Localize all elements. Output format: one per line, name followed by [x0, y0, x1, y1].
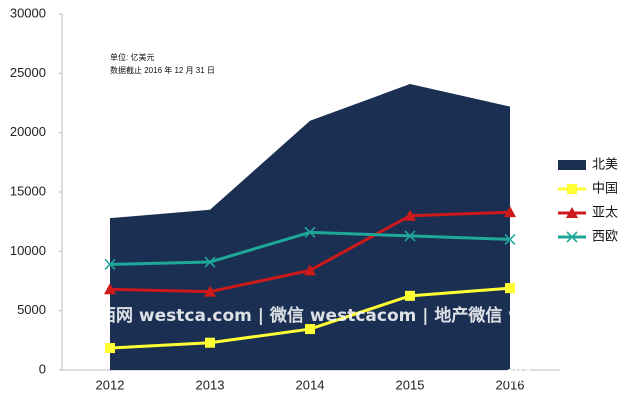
marker	[104, 283, 116, 295]
marker	[504, 206, 516, 218]
marker	[567, 184, 577, 194]
marker	[504, 233, 516, 246]
watermark: 加西网 westca.com | 微信 westcacom | 地产微信 wes…	[81, 305, 632, 326]
y-tick-label: 30000	[10, 5, 46, 20]
x-tick-label: 2012	[96, 377, 125, 392]
legend-label: 北美	[592, 158, 618, 173]
marker	[505, 283, 515, 294]
marker	[566, 207, 578, 218]
marker	[566, 231, 578, 243]
legend-swatch	[558, 160, 586, 170]
annotation: 单位: 亿美元	[110, 52, 154, 62]
x-tick-label: 2013	[196, 377, 225, 392]
annotation: 数据截止 2016 年 12 月 31 日	[110, 65, 215, 75]
marker	[304, 264, 316, 276]
marker	[204, 285, 216, 297]
x-tick-label: 2014	[296, 377, 325, 392]
marker	[404, 209, 416, 221]
y-tick-label: 25000	[10, 65, 46, 80]
marker	[104, 258, 116, 270]
marker	[305, 324, 315, 335]
y-tick-label: 5000	[17, 302, 46, 317]
marker	[405, 290, 415, 301]
marker	[205, 337, 215, 348]
marker	[404, 230, 416, 242]
legend-label: 中国	[592, 182, 618, 197]
legend-label: 西欧	[592, 230, 618, 245]
marker	[304, 226, 316, 238]
marker	[105, 343, 115, 354]
x-tick-label: 2015	[396, 377, 425, 392]
legend-label: 亚太	[592, 206, 618, 221]
watermark: 彭博Bloomberg	[505, 369, 611, 385]
y-tick-label: 0	[39, 361, 46, 376]
y-tick-label: 20000	[10, 124, 46, 139]
marker	[204, 256, 216, 268]
y-tick-label: 15000	[10, 183, 46, 198]
x-tick-label: 2016	[496, 377, 525, 392]
y-tick-label: 10000	[10, 243, 46, 258]
